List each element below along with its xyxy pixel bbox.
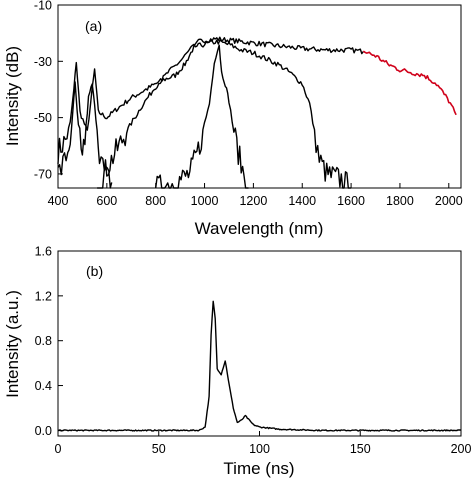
panel-b-xlabel: Time (ns) xyxy=(223,459,294,478)
panel-a-x-tick-label: 2000 xyxy=(435,194,463,208)
panel-a-x-tick-label: 1200 xyxy=(239,194,267,208)
panel-b-ylabel: Intensity (a.u.) xyxy=(3,290,22,398)
panel-a-series-line-5 xyxy=(362,50,457,116)
panel-b-x-tick-label: 50 xyxy=(152,442,166,456)
panel-a-y-tick-label: -30 xyxy=(34,55,52,69)
panel-a-x-tick-label: 1000 xyxy=(191,194,219,208)
panel-a-series-line-2 xyxy=(97,39,352,189)
panel-b-y-tick-label: 1.6 xyxy=(35,245,52,259)
panel-b-y-tick-label: 0.0 xyxy=(35,424,52,438)
panel-a-ticks: 400 600 800 1000 1200 1400 1600 1800 2000 -10 -30 -… xyxy=(34,0,463,208)
panel-a-y-tick-label: -10 xyxy=(34,0,52,13)
panel-b-x-tick-label: 100 xyxy=(249,442,270,456)
panel-b-series xyxy=(57,300,462,432)
panel-a-x-tick-label: 600 xyxy=(96,194,117,208)
panel-a-x-tick-label: 400 xyxy=(48,194,69,208)
panel-a-xlabel: Wavelength (nm) xyxy=(195,219,324,238)
panel-a-x-tick-label: 800 xyxy=(145,194,166,208)
panel-b-label: (b) xyxy=(86,263,103,279)
panel-a-series-line-3 xyxy=(155,44,249,189)
panel-b-series-line-1 xyxy=(57,300,462,432)
panel-a-y-tick-label: -50 xyxy=(34,111,52,125)
panel-a-spectrum-chart: (a) Wavelength (nm) Intensity (dB) 400 60… xyxy=(3,0,463,238)
panel-b-ticks: 0 50 100 150 200 0.0 0.4 0.8 1.2 1.6 xyxy=(35,245,472,457)
panel-b-y-tick-label: 0.4 xyxy=(35,379,52,393)
panel-b-y-tick-label: 1.2 xyxy=(35,289,52,303)
panel-b-x-tick-label: 150 xyxy=(350,442,371,456)
panel-a-x-tick-label: 1800 xyxy=(386,194,414,208)
panel-a-ylabel: Intensity (dB) xyxy=(3,46,22,146)
panel-a-label: (a) xyxy=(85,18,102,34)
panel-b-pulse-chart: (b) Time (ns) Intensity (a.u.) 0 50 100 150… xyxy=(3,245,471,479)
panel-b-x-tick-label: 200 xyxy=(451,442,472,456)
panel-a-frame xyxy=(57,4,462,189)
panel-b-frame xyxy=(57,250,462,437)
panel-a-series xyxy=(57,36,457,189)
panel-b-y-tick-label: 0.8 xyxy=(35,334,52,348)
panel-b-x-tick-label: 0 xyxy=(55,442,62,456)
panel-a-series-line-4 xyxy=(57,81,113,189)
panel-a-y-tick-label: -70 xyxy=(34,167,52,181)
panel-a-x-tick-label: 1600 xyxy=(337,194,365,208)
panel-a-x-tick-label: 1400 xyxy=(288,194,316,208)
